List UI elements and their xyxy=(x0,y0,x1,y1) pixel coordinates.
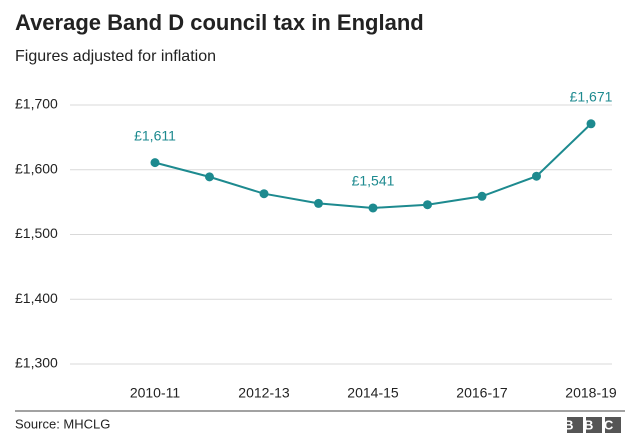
point xyxy=(314,198,323,208)
chart-subtitle: Figures adjusted for inflation xyxy=(15,48,216,65)
point xyxy=(259,189,269,199)
point xyxy=(423,200,432,210)
point xyxy=(150,158,160,168)
value-label: £1,671 xyxy=(570,88,613,104)
point xyxy=(586,119,596,129)
point xyxy=(368,203,378,213)
y-tick-label: £1,400 xyxy=(15,290,58,306)
point xyxy=(205,172,214,182)
x-tick-label: 2014-15 xyxy=(347,385,399,401)
x-tick-label: 2010-11 xyxy=(130,385,181,401)
x-tick-label: 2016-17 xyxy=(456,385,508,401)
x-tick-label: 2018-19 xyxy=(565,385,617,401)
value-label: £1,611 xyxy=(134,127,176,143)
line xyxy=(154,123,592,209)
value-label: £1,541 xyxy=(352,173,395,189)
point xyxy=(477,191,487,201)
point xyxy=(532,171,541,181)
y-tick-label: £1,300 xyxy=(15,355,58,371)
y-tick-label: £1,600 xyxy=(15,160,58,176)
source: Source: MHCLG xyxy=(15,416,110,431)
bbc-logo: BBC xyxy=(564,417,624,433)
x-tick-label: 2012-13 xyxy=(238,385,290,401)
logo-text: BBC xyxy=(564,417,624,432)
y-tick-label: £1,500 xyxy=(15,225,58,241)
chart-title: Average Band D council tax in England xyxy=(15,10,424,35)
y-tick-label: £1,700 xyxy=(15,96,58,112)
